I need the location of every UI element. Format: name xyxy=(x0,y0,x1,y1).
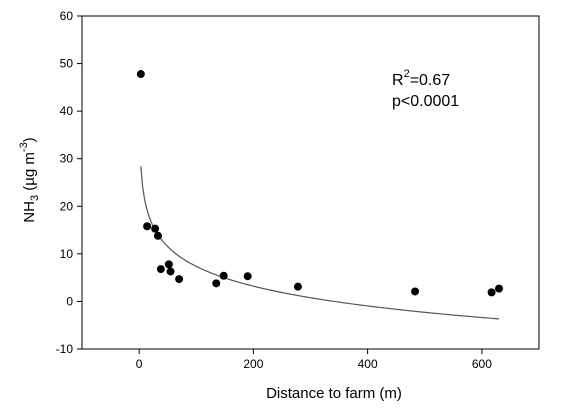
y-axis-ticks: -10 0 10 20 30 40 50 60 xyxy=(56,9,82,356)
data-point xyxy=(166,267,175,276)
p-value-annotation: p<0.0001 xyxy=(392,93,459,110)
x-axis-title: Distance to farm (m) xyxy=(266,385,402,402)
data-point xyxy=(153,231,162,240)
x-tick-label: 400 xyxy=(358,357,378,371)
y-tick-label: 30 xyxy=(60,152,74,166)
data-point xyxy=(156,265,165,274)
r-squared-value: =0.67 xyxy=(410,72,451,89)
data-point xyxy=(136,70,145,79)
y-tick-label: 60 xyxy=(60,9,74,23)
x-tick-label: 200 xyxy=(243,357,263,371)
y-tick-label: 10 xyxy=(60,247,74,261)
fit-curve-group xyxy=(140,166,500,320)
fit-curve xyxy=(140,166,500,320)
data-points xyxy=(136,70,504,297)
y-tick-label: 50 xyxy=(60,57,74,71)
r-squared-superscript: 2 xyxy=(404,68,410,80)
y-tick-label: 40 xyxy=(60,104,74,118)
r-squared-annotation: R2=0.67 xyxy=(392,68,450,89)
plot-frame xyxy=(81,15,540,350)
data-point xyxy=(495,284,504,293)
y-axis-title-superscript: -3 xyxy=(18,142,30,152)
data-point xyxy=(143,222,152,231)
y-axis-title-prefix: NH xyxy=(21,201,38,223)
x-tick-label: 600 xyxy=(472,357,492,371)
y-tick-label: -10 xyxy=(56,342,74,356)
y-axis-title: NH3 (µg m-3) xyxy=(18,137,41,222)
data-point xyxy=(219,271,228,280)
data-point xyxy=(175,275,184,284)
data-point xyxy=(243,272,252,281)
r-squared-label: R xyxy=(392,72,404,89)
data-point xyxy=(164,260,173,269)
x-axis-ticks: 0 200 400 600 xyxy=(136,349,492,371)
y-tick-label: 20 xyxy=(60,199,74,213)
data-point xyxy=(411,287,420,296)
y-axis-title-unit-close: ) xyxy=(21,137,38,142)
data-point xyxy=(212,279,221,288)
data-point xyxy=(293,282,302,291)
data-point xyxy=(487,288,496,297)
y-tick-label: 0 xyxy=(66,294,73,308)
y-axis-title-unit: (µg m xyxy=(21,152,38,195)
x-tick-label: 0 xyxy=(136,357,143,371)
y-axis-title-subscript: 3 xyxy=(29,195,41,201)
data-point xyxy=(151,224,160,233)
plot-area-border xyxy=(81,15,540,350)
